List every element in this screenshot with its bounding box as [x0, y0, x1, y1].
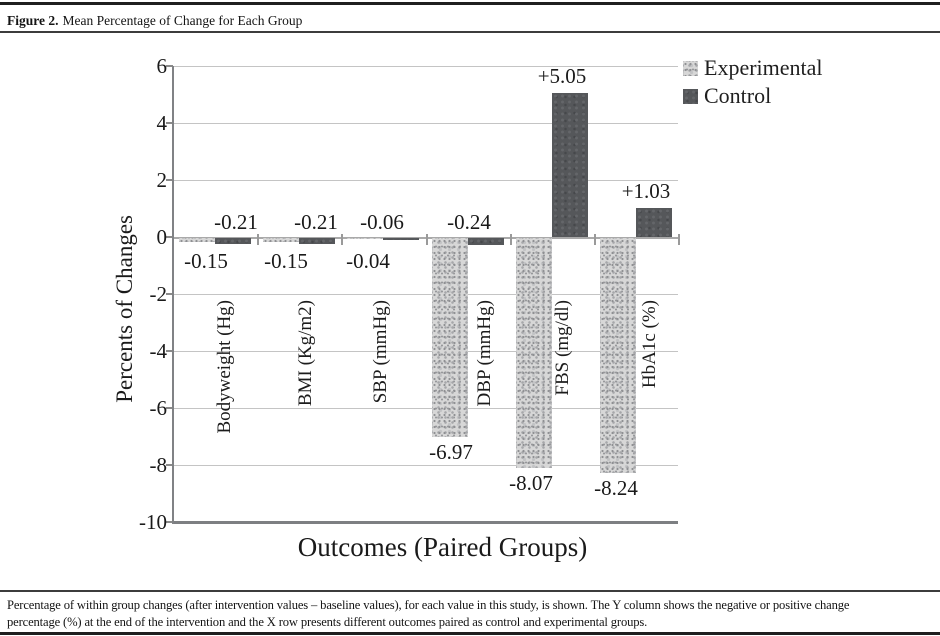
gridline-4 [173, 123, 678, 124]
bar-chart: Percents of Changes Outcomes (Paired Gro… [112, 54, 823, 562]
y-tick-label: 0 [156, 225, 168, 249]
gridline--2 [173, 294, 678, 295]
data-label-control-3: -0.06 [360, 210, 404, 234]
caption-divider-top [0, 590, 940, 592]
bar-control-5 [552, 93, 588, 237]
category-label-5: FBS (mg/dl) [552, 300, 573, 396]
legend-item-experimental: Experimental [683, 55, 823, 81]
legend: Experimental Control [683, 55, 823, 111]
y-axis-tick [166, 293, 173, 295]
y-tick-label: 2 [156, 168, 168, 192]
y-tick-label: -2 [149, 282, 168, 306]
y-tick-label: 6 [156, 54, 168, 78]
gridline--8 [173, 465, 678, 466]
bar-control-1 [215, 238, 251, 244]
legend-label-experimental: Experimental [704, 55, 823, 80]
bar-experimental-2 [263, 238, 299, 242]
data-label-experimental-4: -6.97 [429, 440, 473, 464]
top-rule [0, 2, 940, 5]
header-divider [0, 31, 940, 33]
figure-number: Figure 2. [7, 13, 59, 28]
figure-title: Mean Percentage of Change for Each Group [62, 13, 303, 28]
legend-label-control: Control [704, 83, 772, 108]
category-label-4: DBP (mmHg) [474, 300, 495, 407]
y-tick-label: -4 [149, 339, 168, 363]
y-axis-tick [166, 350, 173, 352]
y-axis-tick [166, 464, 173, 466]
bar-experimental-3 [347, 238, 383, 239]
category-label-1: Bodyweight (Hg) [214, 300, 235, 434]
figure-header: Figure 2. Mean Percentage of Change for E… [7, 12, 302, 29]
bar-experimental-5 [516, 238, 552, 468]
category-label-6: HbA1c (%) [639, 300, 660, 389]
y-tick-label: -10 [139, 510, 167, 534]
category-axis-tick [341, 234, 343, 245]
data-label-experimental-5: -8.07 [509, 471, 553, 495]
bottom-rule [0, 632, 940, 635]
category-axis-tick [426, 234, 428, 245]
y-tick-label: 4 [156, 111, 168, 135]
legend-swatch-experimental [683, 60, 698, 76]
data-label-control-6: +1.03 [621, 179, 671, 203]
y-axis-line [172, 66, 174, 524]
y-tick-label: -6 [149, 396, 168, 420]
category-label-3: SBP (mmHg) [370, 300, 391, 404]
caption-line-2: percentage (%) at the end of the interve… [7, 615, 648, 629]
y-axis-tick [166, 521, 173, 523]
data-label-experimental-6: -8.24 [594, 476, 638, 500]
y-axis-tick [166, 179, 173, 181]
bar-control-3 [383, 238, 419, 240]
bar-experimental-1 [179, 238, 215, 242]
legend-item-control: Control [683, 83, 823, 109]
bar-experimental-4 [432, 238, 468, 437]
gridline--6 [173, 408, 678, 409]
data-label-experimental-1: -0.15 [184, 249, 228, 273]
gridline--4 [173, 351, 678, 352]
category-axis-tick [257, 234, 259, 245]
bar-control-4 [468, 238, 504, 245]
y-tick-label: -8 [149, 453, 168, 477]
y-axis-tick [166, 407, 173, 409]
gridline-6 [173, 66, 678, 67]
data-label-control-5: +5.05 [537, 64, 587, 88]
y-axis-tick [166, 122, 173, 124]
legend-swatch-control [683, 88, 698, 104]
bar-control-2 [299, 238, 335, 244]
y-axis-tick [166, 236, 173, 238]
category-axis-tick [510, 234, 512, 245]
x-axis-title: Outcomes (Paired Groups) [297, 532, 588, 562]
gridline-2 [173, 180, 678, 181]
caption-line-1: Percentage of within group changes (afte… [7, 598, 850, 612]
gridline-0 [173, 237, 678, 239]
data-label-experimental-3: -0.04 [346, 249, 390, 273]
bar-experimental-6 [600, 238, 636, 473]
category-label-2: BMI (Kg/m2) [295, 300, 316, 407]
category-axis-tick [594, 234, 596, 245]
figure-caption: Percentage of within group changes (afte… [7, 597, 935, 631]
data-label-control-2: -0.21 [294, 210, 338, 234]
data-label-experimental-2: -0.15 [264, 249, 308, 273]
data-label-control-1: -0.21 [214, 210, 258, 234]
gridline--10 [173, 521, 678, 524]
data-label-control-4: -0.24 [447, 210, 491, 234]
category-axis-tick [678, 234, 680, 245]
y-axis-tick [166, 65, 173, 67]
bar-control-6 [636, 208, 672, 237]
